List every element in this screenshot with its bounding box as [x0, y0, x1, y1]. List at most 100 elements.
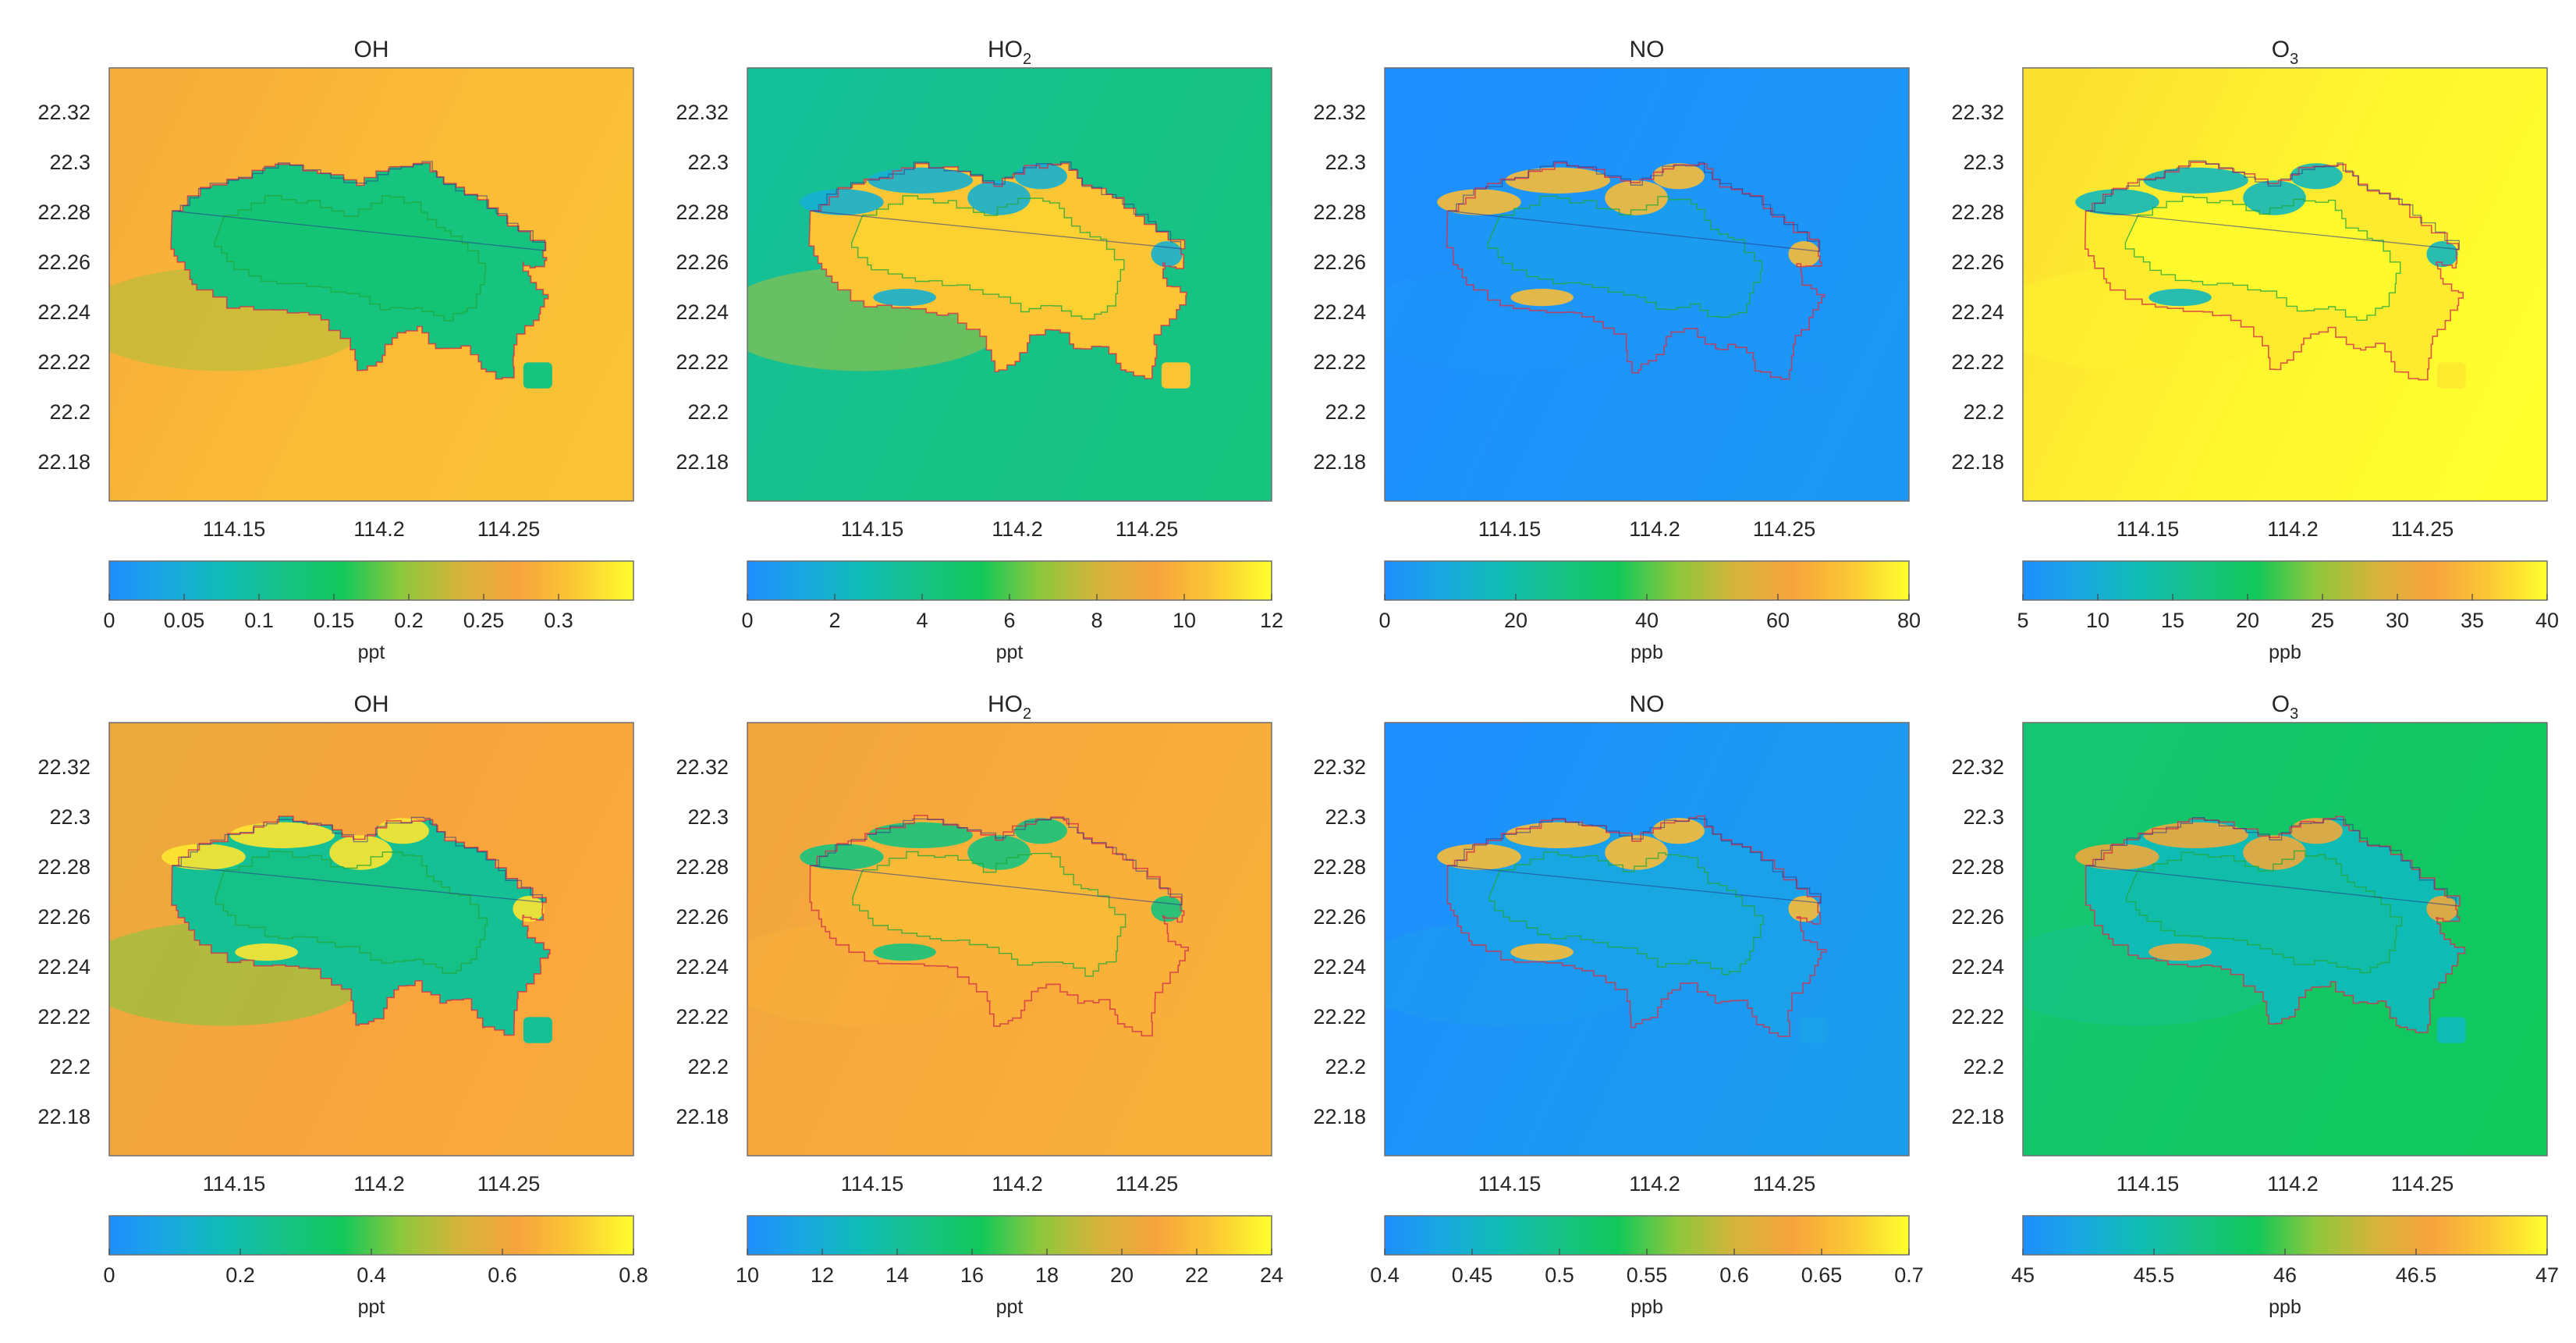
y-tick-label: 22.3	[49, 805, 90, 829]
hotspot	[1652, 818, 1705, 844]
hotspot	[967, 180, 1031, 215]
y-tick-label: 22.24	[1951, 955, 2004, 979]
axes-box	[2022, 722, 2548, 1156]
district-boundary	[2126, 850, 2403, 974]
y-tick-label: 22.2	[1325, 400, 1366, 424]
y-tick-label: 22.18	[37, 450, 90, 474]
panel-title-main: O	[2272, 691, 2290, 717]
heatmap	[2023, 723, 2547, 1156]
y-tick-label: 22.26	[676, 905, 729, 929]
x-tick-label: 114.2	[2267, 517, 2319, 541]
hotspot	[2243, 180, 2306, 215]
panel-title: HO2	[988, 37, 1031, 68]
colorbar-tick-label: 15	[2161, 609, 2184, 632]
y-tick-label: 22.24	[1951, 300, 2004, 324]
islet	[2436, 362, 2466, 389]
axes-box	[1384, 67, 1910, 502]
x-tick-label: 114.25	[1116, 1172, 1179, 1196]
y-tick-label: 22.22	[1313, 1005, 1366, 1029]
hotspot	[1437, 844, 1521, 870]
colorbar-tick-label: 0.4	[357, 1263, 386, 1287]
colorbar-tick-label: 6	[1003, 609, 1015, 632]
islet	[1798, 1017, 1828, 1043]
colorbar-tick-label: 46	[2273, 1263, 2297, 1287]
northern-boundary	[810, 817, 1183, 906]
colorbar-tick-label: 0.1	[244, 609, 274, 632]
x-tick-label: 114.25	[2391, 1172, 2454, 1196]
colorbar-tick-label: 20	[1110, 1263, 1134, 1287]
islet	[1161, 1017, 1190, 1043]
y-tick-label: 22.24	[1313, 955, 1366, 979]
colorbar-unit-label: ppb	[1630, 641, 1663, 663]
coastline	[170, 162, 549, 380]
island-core	[214, 195, 486, 321]
hotspot	[2290, 818, 2343, 844]
district-boundary	[1487, 195, 1762, 318]
colorbar	[108, 560, 634, 601]
colorbar-tick-label: 40	[1635, 609, 1659, 632]
hotspot	[2075, 189, 2159, 215]
x-tick-label: 114.25	[1753, 517, 1816, 541]
panel-7: NO 22.32 22.3 22.28 22.26 22.24 22.22 22.2 22.18…	[1313, 691, 1923, 1318]
y-tick-label: 22.28	[676, 201, 729, 224]
hotspot	[1652, 163, 1705, 190]
colorbar-tick-label: 40	[2535, 609, 2559, 632]
hotspot	[1605, 180, 1668, 215]
y-tick-label: 22.3	[687, 151, 729, 174]
island-core	[2125, 196, 2400, 321]
y-tick-label: 22.3	[1963, 805, 2004, 829]
y-tick-label: 22.28	[1313, 855, 1366, 879]
hotspot	[2426, 241, 2458, 268]
district-boundary	[851, 195, 1125, 320]
district-boundary	[214, 195, 487, 322]
y-tick-label: 22.2	[687, 1055, 729, 1078]
colorbar-tick-label: 45	[2011, 1263, 2035, 1287]
hotspot	[2075, 844, 2159, 870]
colorbar-tick-label: 0.3	[544, 609, 573, 632]
y-tick-label: 22.18	[1313, 1105, 1366, 1128]
island-core	[853, 851, 1126, 976]
colorbar-tick-label: 16	[960, 1263, 984, 1287]
colorbar-tick-label: 0.55	[1627, 1263, 1668, 1287]
y-tick-label: 22.2	[1963, 400, 2004, 424]
hotspot	[800, 844, 884, 870]
heatmap	[747, 68, 1272, 501]
coastline	[809, 815, 1190, 1037]
coastline	[2085, 815, 2466, 1033]
northern-boundary	[1447, 817, 1822, 904]
colorbar-tick-label: 60	[1766, 609, 1790, 632]
hotspot	[1151, 241, 1183, 268]
panel-title-main: HO	[988, 691, 1023, 717]
island-core	[2126, 851, 2402, 973]
colorbar-tick-label: 0.45	[1452, 1263, 1493, 1287]
coastline	[1446, 815, 1827, 1037]
y-tick-label: 22.18	[1951, 450, 2004, 474]
y-tick-label: 22.22	[1313, 350, 1366, 374]
x-tick-label: 114.2	[1629, 1172, 1680, 1196]
colorbar-tick-label: 0.7	[1894, 1263, 1924, 1287]
axes-box	[108, 67, 634, 502]
panel-title: NO	[1630, 691, 1665, 717]
hotspot	[513, 896, 545, 922]
island-core	[215, 851, 488, 974]
panel-title-subscript: 3	[2290, 705, 2298, 723]
y-tick-label: 22.22	[676, 1005, 729, 1029]
northern-boundary	[172, 816, 543, 903]
x-tick-label: 114.15	[841, 517, 904, 541]
y-tick-label: 22.28	[37, 855, 90, 879]
hotspot	[2148, 943, 2212, 961]
panel-title: OH	[354, 37, 389, 62]
x-tick-label: 114.15	[1478, 1172, 1542, 1196]
y-tick-label: 22.24	[37, 955, 90, 979]
islet	[1161, 362, 1190, 389]
heatmap	[1385, 723, 1909, 1156]
heatmap	[109, 68, 633, 501]
panel-title-main: OH	[354, 37, 389, 62]
panel-title-subscript: 2	[1023, 705, 1031, 723]
y-tick-label: 22.32	[1313, 755, 1366, 779]
y-tick-label: 22.24	[676, 955, 729, 979]
colorbar-unit-label: ppt	[996, 1296, 1024, 1318]
panel-1: OH 22.32 22.3 22.28 22.26 22.24 22.22 22.2 22.18…	[37, 37, 634, 663]
y-tick-label: 22.32	[1951, 101, 2004, 124]
y-tick-label: 22.18	[1951, 1105, 2004, 1128]
